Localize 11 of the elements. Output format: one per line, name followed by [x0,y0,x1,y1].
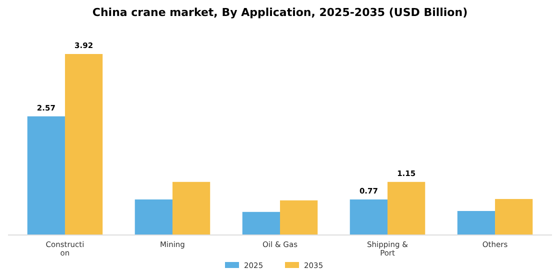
bar [350,199,388,235]
bar [27,116,65,235]
bar [242,212,280,235]
bar [388,182,426,235]
bar [280,200,318,235]
bar [172,182,210,235]
bar [64,54,103,235]
bar [134,199,172,235]
bar [457,210,496,235]
bar [495,198,533,235]
chart-title: China crane market, By Application, 2025-2035 (USD Billion) [92,6,468,19]
